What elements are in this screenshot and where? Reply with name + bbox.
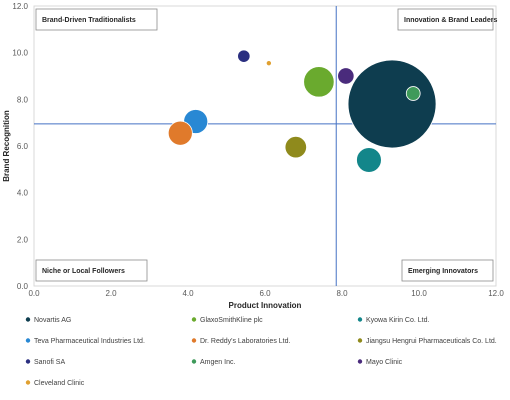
bubble-point (405, 86, 421, 101)
legend-entry: Novartis AG (34, 317, 71, 324)
quadrant-label-box (35, 8, 158, 31)
legend-marker (25, 338, 31, 343)
x-tick-label: 4.0 (182, 289, 194, 298)
legend-entry: Amgen Inc. (200, 359, 235, 366)
y-axis-title: Brand Recognition (2, 110, 11, 182)
x-axis-title: Product Innovation (229, 301, 302, 310)
legend-marker (357, 338, 363, 343)
legend-entry: Dr. Reddy's Laboratories Ltd. (200, 338, 290, 345)
quadrant-label: Innovation & Brand Leaders (404, 17, 497, 24)
bubble-point (237, 49, 251, 63)
bubble-point (303, 66, 335, 98)
bubble-point (356, 147, 382, 173)
legend-marker (191, 359, 197, 364)
bubble-point (347, 59, 437, 149)
bubble-point (284, 135, 307, 159)
legend-marker (191, 338, 197, 343)
x-tick-label: 6.0 (259, 289, 271, 298)
legend-marker (357, 359, 363, 364)
legend-entry: Teva Pharmaceutical Industries Ltd. (34, 338, 145, 345)
quadrant-label: Brand-Driven Traditionalists (42, 17, 136, 24)
legend-marker (191, 317, 197, 322)
plot-area (33, 5, 497, 287)
legend-marker (25, 317, 31, 322)
y-tick-label: 4.0 (17, 189, 29, 198)
legend-entry: Kyowa Kirin Co. Ltd. (366, 317, 429, 324)
x-tick-label: 8.0 (336, 289, 348, 298)
y-tick-label: 12.0 (12, 2, 28, 11)
bubble-point (265, 60, 272, 67)
quadrant-label: Emerging Innovators (408, 268, 478, 275)
y-tick-label: 0.0 (17, 282, 29, 291)
bubble-point (167, 120, 193, 146)
y-tick-label: 8.0 (17, 95, 29, 104)
legend-marker (25, 359, 31, 364)
quadrant-label-box (35, 259, 148, 282)
legend-entry: Cleveland Clinic (34, 380, 85, 387)
x-tick-label: 0.0 (28, 289, 40, 298)
quadrant-label-box (401, 259, 494, 282)
x-tick-label: 10.0 (411, 289, 427, 298)
legend-entry: Jiangsu Hengrui Pharmaceuticals Co. Ltd. (366, 338, 497, 345)
y-tick-label: 10.0 (12, 49, 28, 58)
y-tick-label: 2.0 (17, 235, 29, 244)
legend-marker (357, 317, 363, 322)
legend-entry: GlaxoSmithKline plc (200, 317, 263, 324)
x-tick-label: 12.0 (488, 289, 504, 298)
legend-entry: Sanofi SA (34, 359, 65, 366)
quadrant-label-box (397, 8, 494, 31)
quadrant-label: Niche or Local Followers (42, 268, 125, 275)
bubble-point (337, 67, 355, 85)
legend-entry: Mayo Clinic (366, 359, 403, 366)
x-tick-label: 2.0 (105, 289, 117, 298)
legend-marker (25, 380, 31, 385)
y-tick-label: 6.0 (17, 142, 29, 151)
